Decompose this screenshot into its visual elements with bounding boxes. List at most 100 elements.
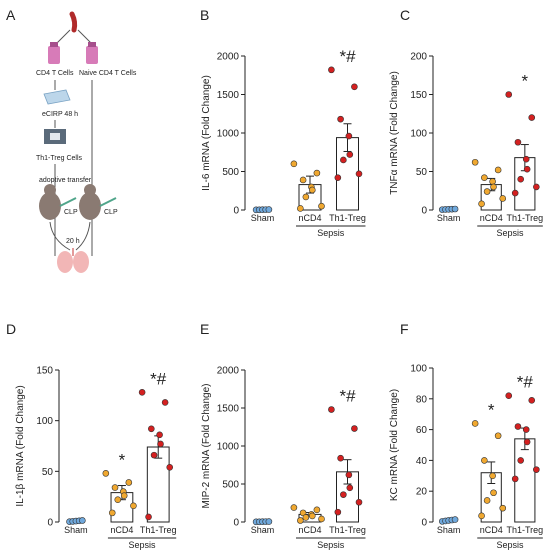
data-point	[297, 205, 304, 212]
label-adoptive-transfer: adoptive transfer	[39, 177, 92, 184]
data-point	[328, 406, 335, 413]
label-cd4-cells: CD4 T Cells	[36, 70, 74, 77]
y-tick-label: 1000	[217, 442, 240, 453]
data-point	[302, 193, 310, 201]
data-point	[157, 440, 164, 448]
data-point	[318, 515, 325, 523]
label-clp-left: CLP	[64, 209, 78, 216]
data-point	[108, 509, 116, 517]
category-label: nCD4	[480, 213, 503, 223]
label-naive-cells: Naive CD4 T Cells	[79, 70, 137, 77]
data-point	[517, 175, 525, 183]
significance-marker: *	[119, 450, 126, 469]
group-label: Sepsis	[317, 228, 345, 238]
y-tick-label: 0	[421, 206, 427, 217]
data-point	[522, 155, 530, 163]
category-label: Th1-Treg	[329, 525, 366, 535]
chart-f: F 0 20 40 60 80 100 KC mRNA (Fold Change) Sham * n…	[389, 321, 543, 550]
data-point	[451, 516, 459, 523]
data-point	[265, 206, 273, 213]
y-tick-label: 40	[416, 456, 428, 467]
data-point	[290, 160, 298, 168]
label-ecirp: eCIRP 48 h	[42, 111, 78, 118]
y-tick-label: 0	[233, 206, 239, 217]
group-label: Sepsis	[497, 228, 525, 238]
data-point	[514, 138, 522, 146]
y-tick-label: 500	[222, 480, 239, 491]
data-point	[265, 518, 273, 525]
data-point	[340, 156, 347, 164]
y-tick-label: 2000	[217, 52, 240, 63]
data-point	[346, 151, 354, 158]
arrow-left-to-lungs	[49, 221, 71, 251]
category-label: Th1-Treg	[506, 213, 543, 223]
y-tick-label: 100	[36, 416, 53, 427]
data-point	[125, 479, 133, 486]
data-point	[290, 504, 298, 511]
y-tick-label: 1500	[217, 404, 240, 415]
data-point	[489, 178, 496, 185]
data-point	[102, 470, 110, 477]
panel-letter-a: A	[6, 7, 16, 23]
data-point	[297, 517, 304, 524]
data-point	[337, 115, 344, 123]
data-point	[302, 514, 310, 521]
label-clp-right: CLP	[104, 209, 118, 216]
arrow-to-naive	[77, 29, 93, 45]
data-point	[345, 471, 353, 479]
data-point	[156, 431, 163, 439]
y-tick-label: 60	[416, 425, 428, 436]
panel-letter-c: C	[400, 7, 410, 23]
data-point	[130, 502, 137, 510]
y-tick-label: 100	[410, 364, 427, 375]
data-point	[79, 517, 86, 524]
y-tick-label: 150	[410, 90, 427, 101]
y-tick-label: 0	[47, 518, 53, 529]
data-point	[120, 492, 128, 499]
data-point	[478, 200, 485, 208]
data-point	[148, 425, 155, 433]
chart-b: B 0 500 1000 1500 2000 IL-6 mRNA (Fold Change)…	[200, 7, 366, 238]
data-point	[533, 183, 540, 191]
y-tick-label: 20	[416, 487, 428, 498]
category-label: nCD4	[110, 525, 133, 535]
data-point	[522, 426, 530, 433]
data-point	[345, 132, 353, 140]
panel-letter-b: B	[200, 7, 209, 23]
category-label: Sham	[437, 213, 461, 223]
data-point	[528, 114, 536, 121]
data-point	[334, 174, 342, 181]
y-tick-label: 50	[416, 167, 428, 178]
y-tick-label: 100	[410, 129, 427, 140]
data-point	[145, 513, 152, 521]
data-point	[528, 397, 536, 404]
data-point	[150, 451, 158, 459]
category-label: nCD4	[480, 525, 503, 535]
category-label: Sham	[437, 525, 461, 535]
data-point	[351, 425, 358, 432]
data-point	[478, 512, 485, 520]
category-label: nCD4	[298, 213, 321, 223]
data-point	[337, 454, 344, 462]
data-point	[161, 399, 169, 406]
data-point	[490, 183, 497, 191]
data-point	[340, 491, 347, 498]
panel-letter-e: E	[200, 321, 209, 337]
y-axis-label: KC mRNA (Fold Change)	[389, 389, 400, 501]
category-label: Th1-Treg	[140, 525, 177, 535]
data-point	[533, 466, 540, 473]
y-tick-label: 0	[421, 518, 427, 529]
mouse-left-icon	[39, 184, 77, 220]
data-point	[355, 498, 363, 506]
data-point	[334, 508, 342, 516]
flask-cd4-icon	[48, 42, 60, 64]
y-tick-label: 1500	[217, 90, 240, 101]
data-point	[517, 457, 525, 464]
category-label: Sham	[251, 213, 275, 223]
data-point	[299, 176, 307, 184]
data-point	[505, 91, 513, 98]
arrow-to-cd4	[55, 29, 71, 45]
chart-d: D 0 50 100 150 IL-1β mRNA (Fold Change) Sham * n…	[6, 321, 177, 550]
y-axis-label: IL-6 mRNA (Fold Change)	[201, 75, 212, 191]
category-label: Sham	[64, 525, 88, 535]
